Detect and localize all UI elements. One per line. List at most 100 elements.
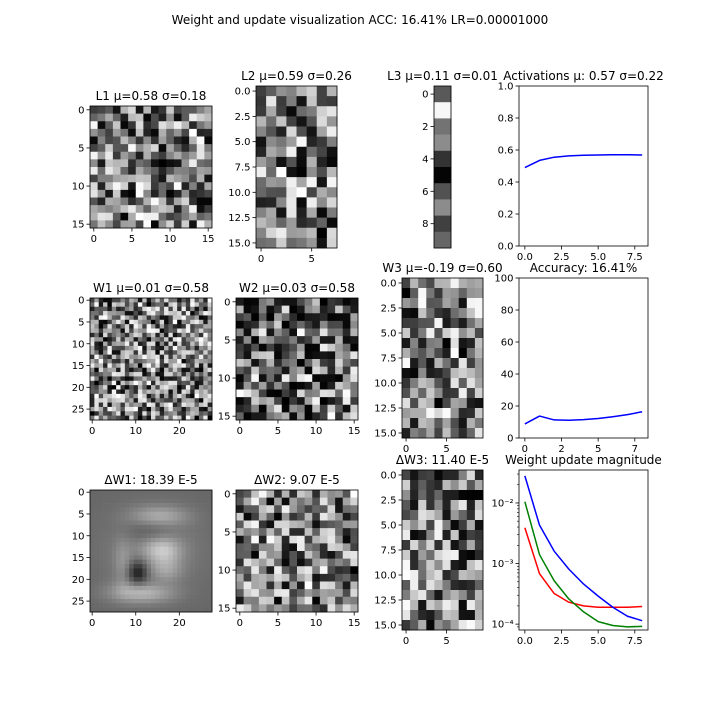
heatmap-cell [111,332,117,338]
heatmap-cell [474,520,484,531]
heatmap-cell [103,603,108,608]
y-tick-label: 12.5 [228,213,250,224]
heatmap-cell [190,559,195,565]
heatmap-cell [142,337,147,342]
heatmap-cell [286,227,297,239]
heatmap-cell [129,319,134,325]
heatmap-cell [312,366,321,375]
heatmap-cell [297,328,305,337]
heatmap-cell [164,559,169,565]
heatmap-cell [266,573,275,582]
heatmap-cell [402,278,411,289]
heatmap-cell [143,159,152,168]
heatmap-cell [142,594,147,600]
heatmap-cell [266,305,275,314]
heatmap-cell [158,121,167,130]
heatmap-cell [124,598,130,604]
heatmap-cell [319,505,328,514]
heatmap-cell [137,555,143,561]
heatmap-cell [151,393,156,399]
heatmap-cell [203,494,208,500]
heatmap-cell [402,358,411,369]
heatmap-cell [450,500,460,511]
heatmap-cell [185,311,191,316]
heatmap-cell [342,543,351,552]
heatmap-cell [168,572,174,578]
heatmap-cell [172,354,178,360]
heatmap-cell [198,603,204,608]
heatmap-cell [434,102,452,119]
heatmap-cell [258,528,267,537]
heatmap-cell [312,351,321,360]
heatmap-cell [103,529,108,534]
heatmap-cell [236,336,244,345]
heatmap-cell [107,311,113,316]
heatmap-cell [111,341,117,347]
heatmap-cell [304,528,313,537]
heatmap-cell [98,332,104,338]
heatmap-cell [198,328,204,334]
heatmap-cell [286,217,297,229]
heatmap-cell [474,480,484,491]
heatmap-cell [458,328,468,339]
heatmap-cell [342,412,351,421]
heatmap-cell [155,350,161,355]
heatmap-cell [94,603,100,608]
heatmap-cell [146,490,152,495]
heatmap-cell [177,498,182,504]
heatmap-cell [128,167,137,175]
heatmap-cell [185,516,191,521]
y-tick-label: 20 [72,575,85,586]
heatmap-cell [168,298,174,303]
x-tick-label: 0 [237,426,243,437]
heatmap-cell [281,589,290,598]
heatmap-cell [98,542,104,547]
heatmap-cell [135,144,144,153]
heatmap-cell [190,380,195,386]
heatmap-cell [258,389,267,398]
heatmap-cell [181,598,187,604]
heatmap-cell [129,607,134,613]
heatmap-cell [207,559,213,565]
heatmap-cell [312,596,321,605]
heatmap-cell [151,585,156,591]
heatmap-cell [181,220,190,229]
heatmap-cell [164,507,169,513]
heatmap-cell [203,511,208,517]
heatmap-cell [120,220,129,229]
heatmap-cell [194,324,200,329]
heatmap-cell [190,385,195,390]
heatmap-cell [434,580,443,591]
heatmap-cell [172,363,178,369]
heatmap-cell [116,503,121,508]
heatmap-cell [146,328,152,334]
heatmap-cell [151,498,156,504]
heatmap-cell [297,359,305,367]
heatmap-cell [319,604,328,613]
heatmap-cell [189,144,198,153]
heatmap-cell [289,490,298,498]
heatmap-cell [168,529,174,534]
heatmap-cell [402,500,411,511]
heatmap-cell [94,572,100,578]
heatmap-cell [116,319,121,325]
y-tick-label: 0.2 [498,210,514,221]
heatmap-cell [207,594,213,600]
heatmap-cell [111,498,117,504]
heatmap-cell [151,607,156,613]
heatmap-cell [312,313,321,322]
heatmap-cell [466,328,476,339]
heatmap-cell [133,503,139,508]
heatmap-cell [181,345,187,351]
heatmap-cell [159,341,165,347]
heatmap-cell [350,566,359,575]
heatmap-cell [185,341,191,347]
heatmap-cell [98,503,104,508]
heatmap-cell [172,524,178,530]
heatmap-cell [120,345,126,351]
y-tick-label: 10⁻⁴ [491,620,513,631]
heatmap-cell [198,516,204,521]
heatmap-cell [266,313,275,322]
heatmap-cell [243,497,252,506]
heatmap-cell [418,378,427,389]
